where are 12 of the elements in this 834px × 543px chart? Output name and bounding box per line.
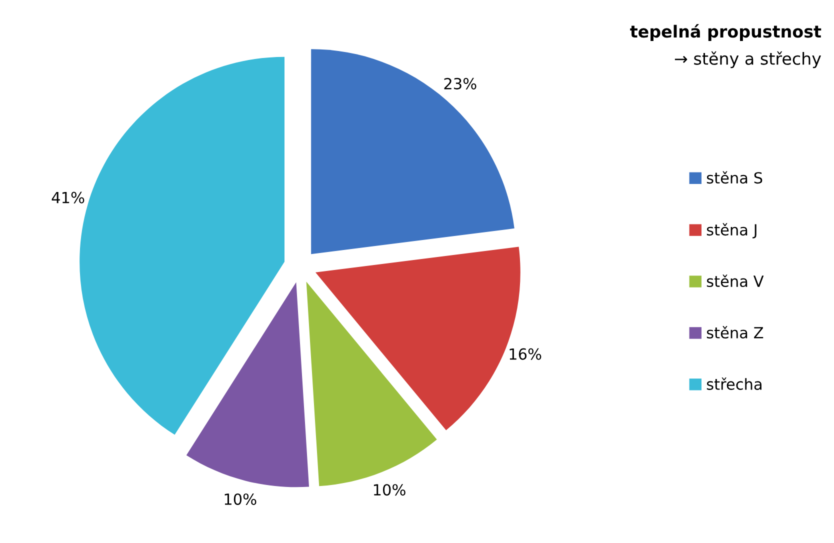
data-label: 23% (444, 78, 476, 90)
legend-label: stěna S (706, 171, 762, 184)
data-label: 41% (52, 192, 84, 204)
data-label: 10% (224, 493, 256, 506)
data-label: 16% (510, 348, 542, 360)
legend-label: stěna V (706, 274, 764, 288)
legend-label: stěna J (706, 223, 756, 238)
chart-title: tepelná propustnost (630, 24, 822, 41)
chart-subtitle: → stěny a střechy (674, 51, 821, 68)
data-label: 10% (374, 484, 406, 496)
legend-label: střecha (706, 378, 762, 390)
legend-label: stěna Z (706, 326, 764, 338)
